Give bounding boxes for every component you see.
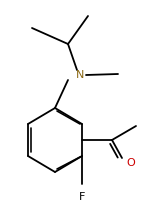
Text: O: O <box>126 158 135 168</box>
Text: N: N <box>76 70 84 80</box>
Text: F: F <box>79 192 85 202</box>
